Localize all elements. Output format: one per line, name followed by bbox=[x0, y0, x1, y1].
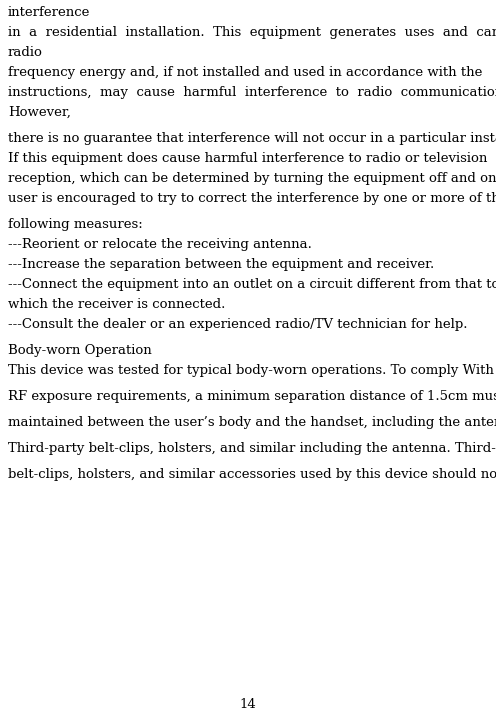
Text: following measures:: following measures: bbox=[8, 218, 143, 231]
Text: which the receiver is connected.: which the receiver is connected. bbox=[8, 298, 225, 311]
Text: ---Connect the equipment into an outlet on a circuit different from that to: ---Connect the equipment into an outlet … bbox=[8, 278, 496, 291]
Text: Body-worn Operation: Body-worn Operation bbox=[8, 344, 152, 357]
Text: ---Reorient or relocate the receiving antenna.: ---Reorient or relocate the receiving an… bbox=[8, 238, 312, 251]
Text: instructions,  may  cause  harmful  interference  to  radio  communications.: instructions, may cause harmful interfer… bbox=[8, 86, 496, 99]
Text: 14: 14 bbox=[240, 698, 256, 711]
Text: frequency energy and, if not installed and used in accordance with the: frequency energy and, if not installed a… bbox=[8, 66, 483, 79]
Text: Third-party belt-clips, holsters, and similar including the antenna. Third-party: Third-party belt-clips, holsters, and si… bbox=[8, 442, 496, 455]
Text: belt-clips, holsters, and similar accessories used by this device should not: belt-clips, holsters, and similar access… bbox=[8, 468, 496, 481]
Text: ---Increase the separation between the equipment and receiver.: ---Increase the separation between the e… bbox=[8, 258, 434, 271]
Text: This device was tested for typical body-worn operations. To comply With: This device was tested for typical body-… bbox=[8, 364, 494, 377]
Text: maintained between the user’s body and the handset, including the antenna.: maintained between the user’s body and t… bbox=[8, 416, 496, 429]
Text: If this equipment does cause harmful interference to radio or television: If this equipment does cause harmful int… bbox=[8, 152, 488, 165]
Text: ---Consult the dealer or an experienced radio/TV technician for help.: ---Consult the dealer or an experienced … bbox=[8, 318, 468, 331]
Text: RF exposure requirements, a minimum separation distance of 1.5cm must be: RF exposure requirements, a minimum sepa… bbox=[8, 390, 496, 403]
Text: interference: interference bbox=[8, 6, 90, 19]
Text: reception, which can be determined by turning the equipment off and on, the: reception, which can be determined by tu… bbox=[8, 172, 496, 185]
Text: in  a  residential  installation.  This  equipment  generates  uses  and  can  r: in a residential installation. This equi… bbox=[8, 26, 496, 39]
Text: However,: However, bbox=[8, 106, 71, 119]
Text: there is no guarantee that interference will not occur in a particular installat: there is no guarantee that interference … bbox=[8, 132, 496, 145]
Text: radio: radio bbox=[8, 46, 43, 59]
Text: user is encouraged to try to correct the interference by one or more of the: user is encouraged to try to correct the… bbox=[8, 192, 496, 205]
